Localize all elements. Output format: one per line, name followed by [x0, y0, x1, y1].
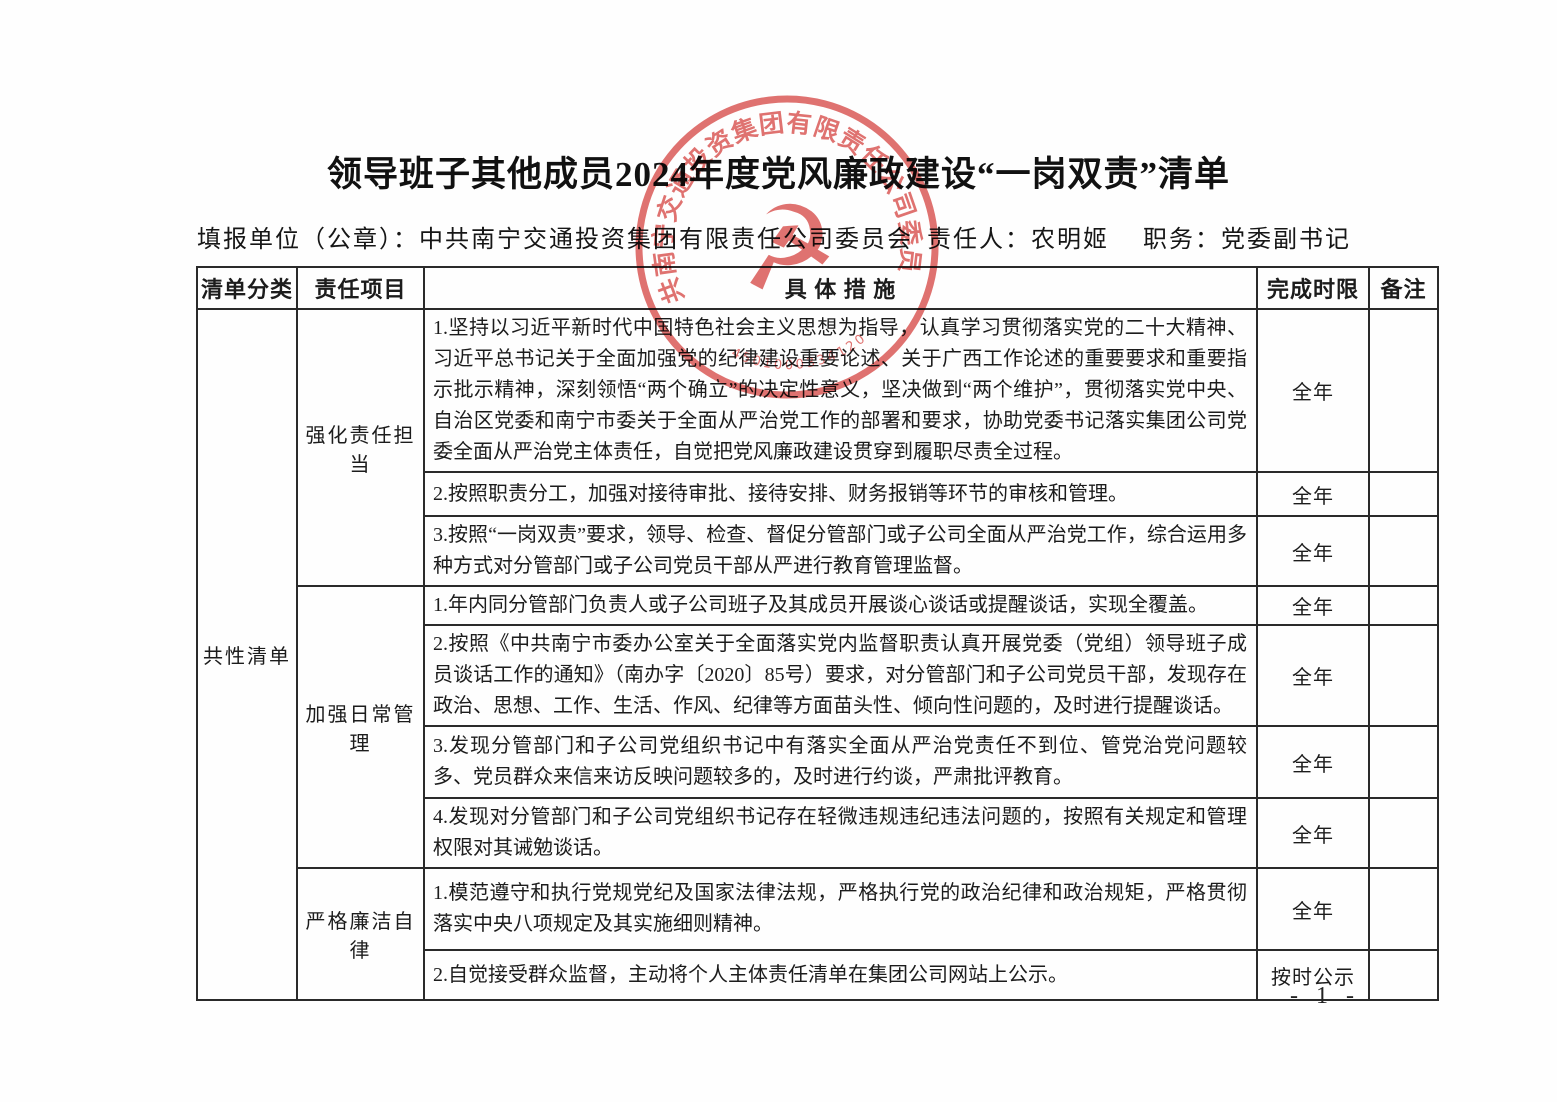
remark-cell	[1368, 949, 1439, 1001]
measure-cell: 1.坚持以习近平新时代中国特色社会主义思想为指导，认真学习贯彻落实党的二十大精神…	[423, 308, 1258, 473]
person-value: 农明姬	[1031, 227, 1109, 253]
header-measures: 具 体 措 施	[423, 266, 1258, 310]
table-row: 2.自觉接受群众监督，主动将个人主体责任清单在集团公司网站上公示。 按时公示	[197, 949, 1439, 1001]
remark-cell	[1368, 867, 1439, 951]
table-row: 2.按照《中共南宁市委办公室关于全面落实党内监督职责认真开展党委（党组）领导班子…	[197, 624, 1439, 727]
header-remark: 备注	[1368, 266, 1439, 310]
project-cell: 严格廉洁自律	[296, 867, 425, 1001]
remark-cell	[1368, 585, 1439, 626]
remark-cell	[1368, 624, 1439, 727]
table-row: 加强日常管理 1.年内同分管部门负责人或子公司班子及其成员开展谈心谈话或提醒谈话…	[197, 585, 1439, 869]
table-row: 共性清单 强化责任担当 1.坚持以习近平新时代中国特色社会主义思想为指导，认真学…	[196, 308, 1439, 1001]
measure-cell: 4.发现对分管部门和子公司党组织书记存在轻微违规违纪违法问题的，按照有关规定和管…	[423, 797, 1258, 869]
project-cell: 强化责任担当	[296, 308, 425, 587]
page-title: 领导班子其他成员2024年度党风廉政建设“一岗双责”清单	[326, 155, 1230, 194]
deadline-cell: 全年	[1256, 585, 1370, 626]
measure-cell: 2.按照职责分工，加强对接待审批、接待安排、财务报销等环节的审核和管理。	[423, 471, 1258, 517]
deadline-cell: 全年	[1256, 624, 1370, 727]
table-row: 严格廉洁自律 1.模范遵守和执行党规党纪及国家法律法规，严格执行党的政治纪律和政…	[197, 867, 1439, 1001]
measure-cell: 2.自觉接受群众监督，主动将个人主体责任清单在集团公司网站上公示。	[423, 949, 1258, 1001]
person-label: 责任人：	[927, 227, 1031, 253]
header-category: 清单分类	[196, 266, 298, 310]
deadline-cell: 按时公示	[1256, 949, 1370, 1001]
category-cell: 共性清单	[196, 308, 298, 1001]
table-header-row: 清单分类 责任项目 具 体 措 施 完成时限 备注	[196, 266, 1439, 310]
deadline-cell: 全年	[1256, 797, 1370, 869]
measure-cell: 1.模范遵守和执行党规党纪及国家法律法规，严格执行党的政治纪律和政治规矩，严格贯…	[423, 867, 1258, 951]
remark-cell	[1368, 471, 1439, 517]
responsibility-list-table: 清单分类 责任项目 具 体 措 施 完成时限 备注 共性清单 强化责任担当 1.…	[196, 266, 1439, 1001]
page-number: - 1 -	[1290, 983, 1360, 1009]
deadline-cell: 全年	[1256, 308, 1370, 473]
measure-cell: 1.年内同分管部门负责人或子公司班子及其成员开展谈心谈话或提醒谈话，实现全覆盖。	[423, 585, 1258, 626]
measure-cell: 2.按照《中共南宁市委办公室关于全面落实党内监督职责认真开展党委（党组）领导班子…	[423, 624, 1258, 727]
header-project: 责任项目	[296, 266, 425, 310]
table-row: 2.按照职责分工，加强对接待审批、接待安排、财务报销等环节的审核和管理。 全年	[197, 471, 1439, 517]
table-row: 3.发现分管部门和子公司党组织书记中有落实全面从严治党责任不到位、管党治党问题较…	[197, 725, 1439, 799]
deadline-cell: 全年	[1256, 515, 1370, 587]
table-row: 3.按照“一岗双责”要求，领导、检查、督促分管部门或子公司全面从严治党工作，综合…	[197, 515, 1439, 587]
table-row: 4.发现对分管部门和子公司党组织书记存在轻微违规违纪违法问题的，按照有关规定和管…	[197, 797, 1439, 869]
deadline-cell: 全年	[1256, 471, 1370, 517]
remark-cell	[1368, 515, 1439, 587]
measure-cell: 3.发现分管部门和子公司党组织书记中有落实全面从严治党责任不到位、管党治党问题较…	[423, 725, 1258, 799]
deadline-cell: 全年	[1256, 725, 1370, 799]
deadline-cell: 全年	[1256, 867, 1370, 951]
project-cell: 加强日常管理	[296, 585, 425, 869]
duty-label: 职务：	[1143, 227, 1221, 253]
unit-value: 中共南宁交通投资集团有限责任公司委员会	[419, 227, 913, 253]
report-info-line: 填报单位（公章）：中共南宁交通投资集团有限责任公司委员会 责任人：农明姬 职务：党委…	[197, 219, 1557, 254]
header-deadline: 完成时限	[1256, 266, 1370, 310]
unit-label: 填报单位（公章）：	[197, 227, 419, 253]
duty-value: 党委副书记	[1221, 227, 1351, 253]
measure-cell: 3.按照“一岗双责”要求，领导、检查、督促分管部门或子公司全面从严治党工作，综合…	[423, 515, 1258, 587]
remark-cell	[1368, 797, 1439, 869]
remark-cell	[1368, 725, 1439, 799]
remark-cell	[1368, 308, 1439, 473]
